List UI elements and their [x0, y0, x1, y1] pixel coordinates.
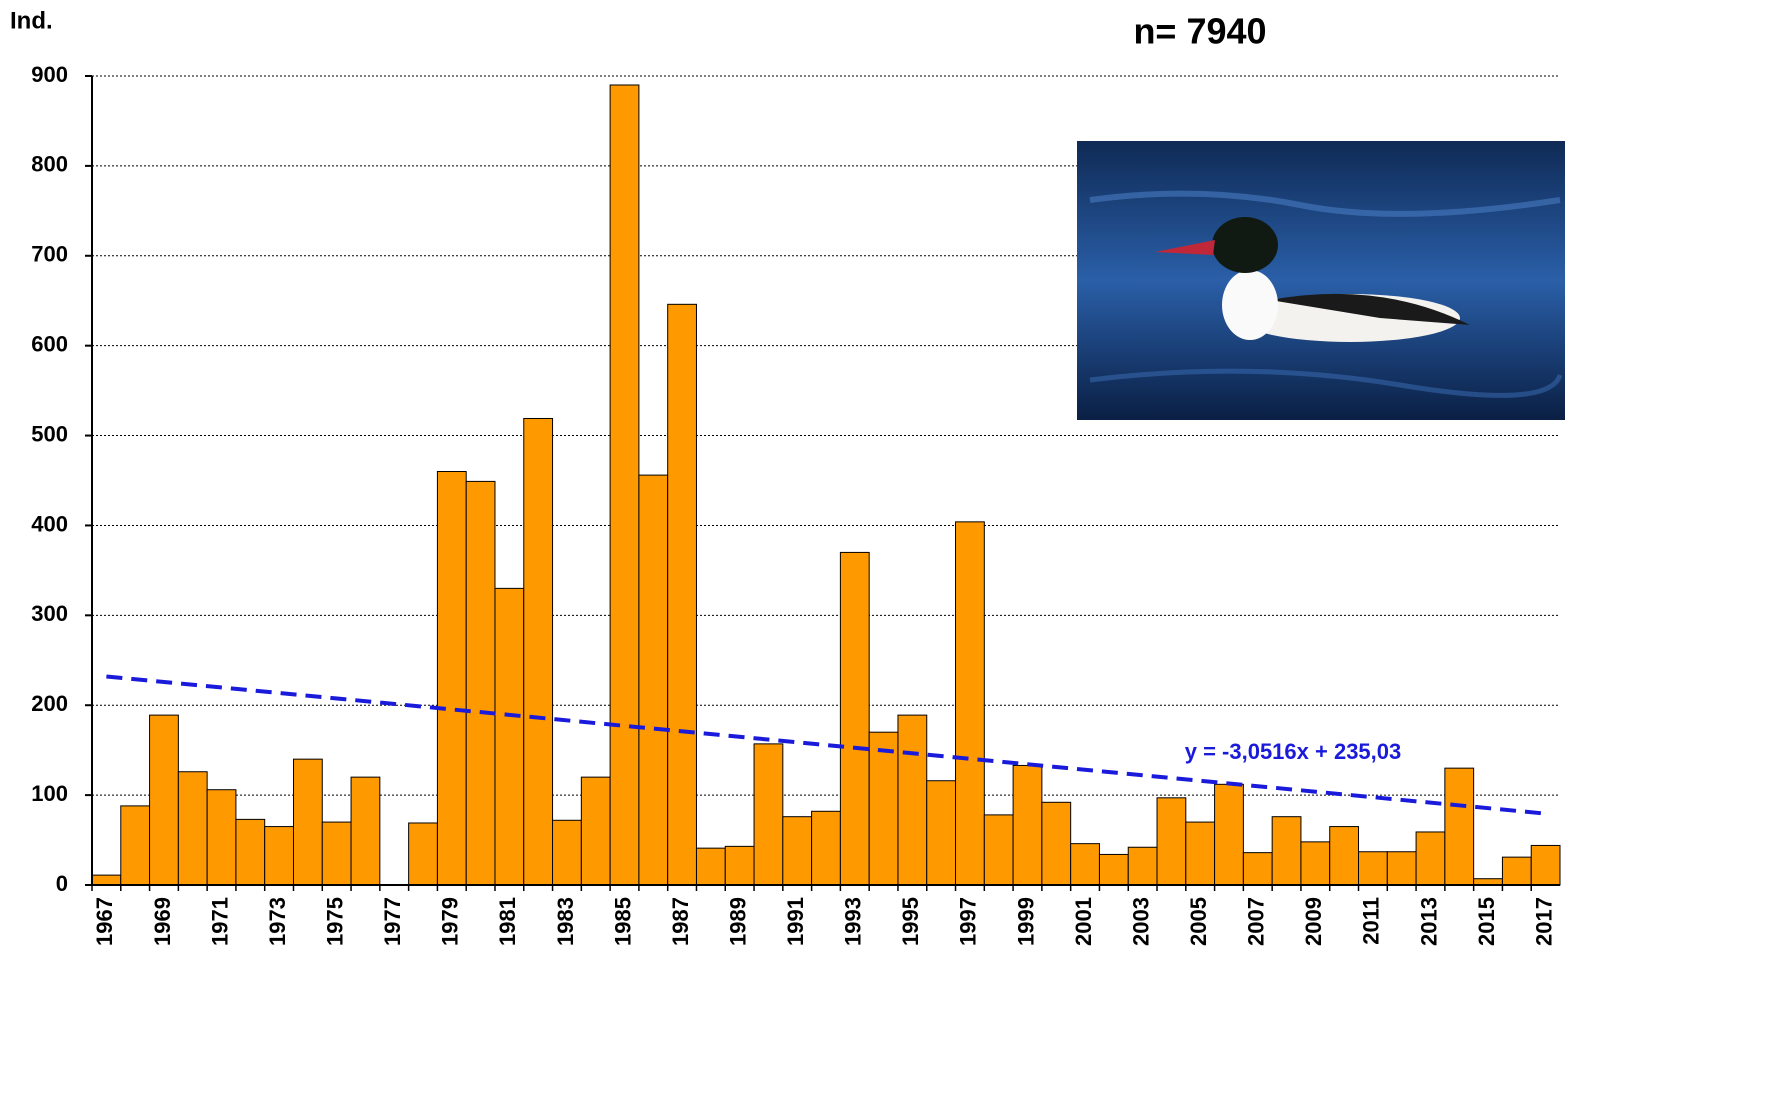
trendline — [106, 674, 1546, 816]
y-tick-label: 100 — [31, 781, 68, 806]
bar — [264, 826, 294, 886]
bar — [926, 780, 957, 886]
y-tick-label: 500 — [31, 421, 68, 446]
x-tick-label: 2007 — [1244, 897, 1269, 946]
x-tick-label: 1981 — [495, 897, 520, 946]
x-tick-label: 2003 — [1128, 897, 1153, 946]
bar — [724, 845, 755, 886]
bar — [983, 814, 1014, 886]
bar — [1070, 843, 1100, 886]
x-tick-label: 1977 — [380, 897, 405, 946]
bar — [811, 810, 841, 886]
x-tick-label: 1971 — [207, 897, 232, 946]
bar — [1156, 797, 1187, 886]
bar — [552, 819, 582, 886]
bar — [782, 816, 813, 886]
bar — [1530, 844, 1561, 886]
annotation: n= 7940 — [1133, 11, 1266, 52]
bar — [350, 776, 381, 886]
bar — [436, 471, 467, 886]
y-tick-label: 600 — [31, 331, 68, 356]
x-tick-label: 1989 — [725, 897, 750, 946]
bar — [523, 417, 554, 886]
y-tick-label: 800 — [31, 152, 68, 177]
bar — [465, 480, 496, 886]
bar — [955, 521, 985, 886]
bar — [206, 789, 237, 886]
bar — [1444, 767, 1475, 886]
bar — [753, 743, 784, 886]
x-tick-label: 2013 — [1416, 897, 1441, 946]
bar — [839, 551, 870, 886]
x-tick-label: 1979 — [438, 897, 463, 946]
bar — [1358, 851, 1388, 886]
x-tick-label: 1983 — [553, 897, 578, 946]
y-axis-label: Ind. — [10, 7, 53, 34]
y-tick-label: 300 — [31, 601, 68, 626]
bar — [494, 587, 525, 886]
bar — [1214, 783, 1244, 886]
bar — [1386, 851, 1417, 886]
bar — [120, 805, 151, 886]
bar — [1415, 831, 1446, 886]
x-tick-label: 2009 — [1301, 897, 1326, 946]
bar — [695, 847, 726, 886]
bar — [91, 874, 122, 886]
bar — [1329, 826, 1360, 886]
bar — [868, 731, 899, 886]
bar — [1271, 816, 1302, 886]
bar — [1501, 856, 1532, 886]
x-tick-label: 1995 — [898, 897, 923, 946]
y-tick-label: 700 — [31, 242, 68, 267]
bar — [177, 771, 208, 886]
x-tick-label: 1999 — [1013, 897, 1038, 946]
x-tick-label: 1985 — [610, 897, 635, 946]
x-tick-label: 2011 — [1359, 897, 1384, 945]
bar — [235, 818, 266, 886]
bar — [1300, 841, 1331, 886]
bar — [609, 84, 640, 886]
x-tick-label: 1969 — [150, 897, 175, 946]
y-tick-label: 400 — [31, 511, 68, 536]
x-tick-label: 1987 — [668, 897, 693, 946]
bar — [638, 474, 669, 886]
bar — [1242, 852, 1273, 886]
bar — [292, 758, 323, 886]
bar — [1098, 853, 1129, 886]
y-tick-label: 200 — [31, 691, 68, 716]
bar — [580, 776, 611, 886]
x-tick-label: 1993 — [841, 897, 866, 946]
x-tick-label: 1967 — [92, 897, 117, 946]
trendline-label: y = -3,0516x + 235,03 — [1185, 739, 1402, 764]
x-tick-label: 2005 — [1186, 897, 1211, 946]
bar — [149, 714, 179, 886]
bar — [667, 303, 697, 886]
bar — [408, 822, 438, 886]
x-tick-label: 2017 — [1531, 897, 1556, 946]
y-tick-label: 900 — [31, 62, 68, 87]
bar — [1185, 821, 1216, 886]
bar — [1127, 846, 1158, 886]
x-tick-label: 2015 — [1474, 897, 1499, 946]
x-tick-label: 2001 — [1071, 897, 1096, 946]
bar — [321, 821, 352, 886]
x-tick-label: 1997 — [956, 897, 981, 946]
bar — [1012, 764, 1043, 886]
x-tick-label: 1973 — [265, 897, 290, 946]
y-tick-label: 0 — [56, 871, 68, 896]
photo — [1077, 141, 1565, 420]
x-tick-label: 1975 — [322, 897, 347, 946]
bar — [897, 714, 928, 886]
bar — [1041, 801, 1072, 886]
x-tick-label: 1991 — [783, 897, 808, 946]
